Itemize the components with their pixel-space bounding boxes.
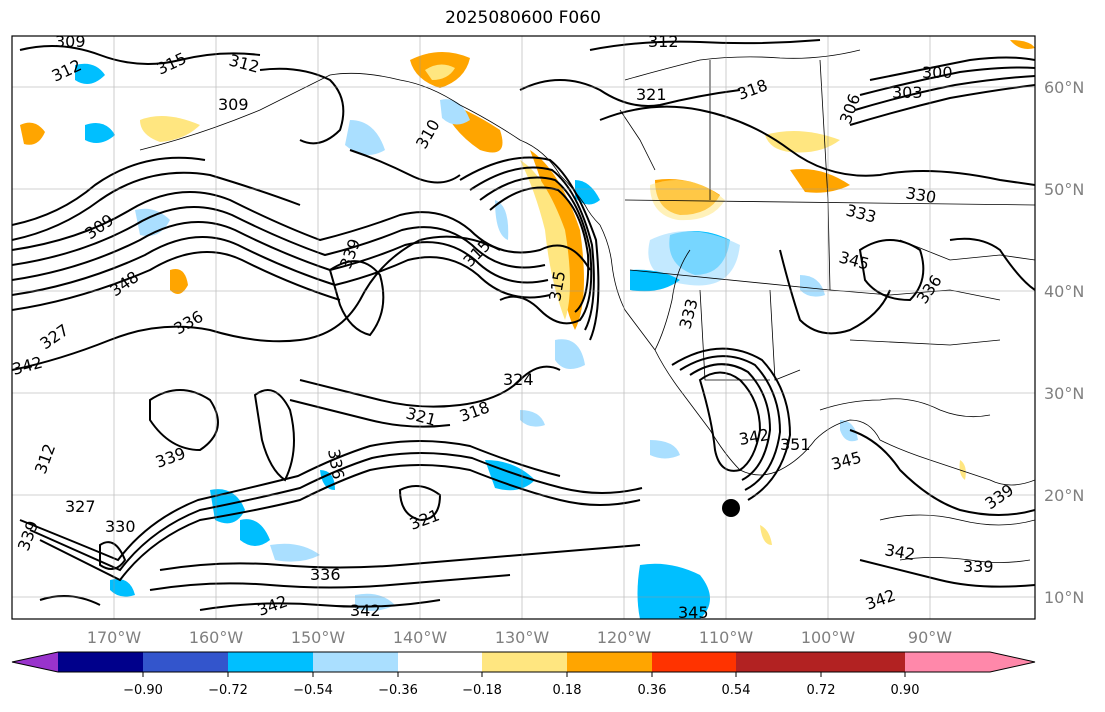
latitude-labels: 60°N 50°N 40°N 30°N 20°N 10°N bbox=[1044, 78, 1084, 607]
contour-label: 336 bbox=[310, 565, 341, 584]
lon-label: 140°W bbox=[393, 628, 448, 647]
storm-center-marker bbox=[722, 499, 740, 517]
colorbar-segment bbox=[228, 652, 313, 672]
colorbar-label: −0.54 bbox=[293, 683, 333, 698]
colorbar-extend-right bbox=[821, 652, 905, 672]
lon-label: 90°W bbox=[908, 628, 952, 647]
contour-label: 324 bbox=[503, 370, 534, 389]
lat-label: 30°N bbox=[1044, 384, 1084, 403]
lon-label: 160°W bbox=[189, 628, 244, 647]
colorbar-segment bbox=[398, 652, 482, 672]
colorbar-label: −0.72 bbox=[208, 683, 248, 698]
lon-label: 120°W bbox=[597, 628, 652, 647]
colorbar-ticks bbox=[142, 672, 906, 677]
contour-label: 351 bbox=[780, 435, 811, 454]
map-frame bbox=[11, 35, 1036, 620]
colorbar-label: 0.90 bbox=[891, 683, 920, 698]
colorbar-segment bbox=[736, 652, 821, 672]
lon-label: 110°W bbox=[699, 628, 754, 647]
lat-label: 10°N bbox=[1044, 588, 1084, 607]
colorbar-label: −0.90 bbox=[123, 683, 163, 698]
contour-label: 300 bbox=[922, 63, 953, 82]
longitude-labels: 170°W 160°W 150°W 140°W 130°W 120°W 110°… bbox=[87, 628, 952, 647]
colorbar-segment bbox=[313, 652, 398, 672]
contour-layer bbox=[12, 39, 1035, 611]
colorbar-segment bbox=[652, 652, 736, 672]
contour-label: 330 bbox=[105, 517, 136, 536]
colorbar-label: −0.18 bbox=[462, 683, 502, 698]
colorbar-segment bbox=[482, 652, 567, 672]
colorbar-extend-left bbox=[12, 652, 58, 672]
contour-label: 309 bbox=[218, 95, 249, 114]
contour-label: 339 bbox=[963, 557, 994, 576]
colorbar-extend-right-tip bbox=[905, 652, 1035, 672]
lon-label: 170°W bbox=[87, 628, 142, 647]
lat-label: 40°N bbox=[1044, 282, 1084, 301]
lon-label: 150°W bbox=[291, 628, 346, 647]
map-title: 2025080600 F060 bbox=[445, 8, 601, 28]
graticule bbox=[12, 36, 1035, 619]
contour-label: 321 bbox=[636, 85, 667, 104]
colorbar: −0.90 −0.72 −0.54 −0.36 −0.18 0.18 0.36 … bbox=[11, 651, 1036, 698]
contour-label: 303 bbox=[892, 83, 923, 102]
colorbar-label: 0.36 bbox=[638, 683, 667, 698]
colorbar-segment bbox=[143, 652, 228, 672]
lon-label: 130°W bbox=[495, 628, 550, 647]
colorbar-label: 0.18 bbox=[553, 683, 582, 698]
lat-label: 60°N bbox=[1044, 78, 1084, 97]
contour-label: 327 bbox=[65, 497, 96, 516]
colorbar-outline bbox=[11, 651, 1036, 673]
colorbar-segment bbox=[567, 652, 652, 672]
contour-label: 345 bbox=[678, 603, 709, 622]
colorbar-label: −0.36 bbox=[378, 683, 418, 698]
colorbar-segment bbox=[58, 652, 143, 672]
shading-layer bbox=[20, 40, 1035, 619]
contour-label: 312 bbox=[648, 32, 679, 51]
contour-label: 309 bbox=[55, 32, 86, 51]
contour-label: 342 bbox=[350, 601, 381, 620]
colorbar-label: 0.54 bbox=[722, 683, 751, 698]
colorbar-label: 0.72 bbox=[807, 683, 836, 698]
lon-label: 100°W bbox=[801, 628, 856, 647]
lat-label: 50°N bbox=[1044, 180, 1084, 199]
lat-label: 20°N bbox=[1044, 486, 1084, 505]
